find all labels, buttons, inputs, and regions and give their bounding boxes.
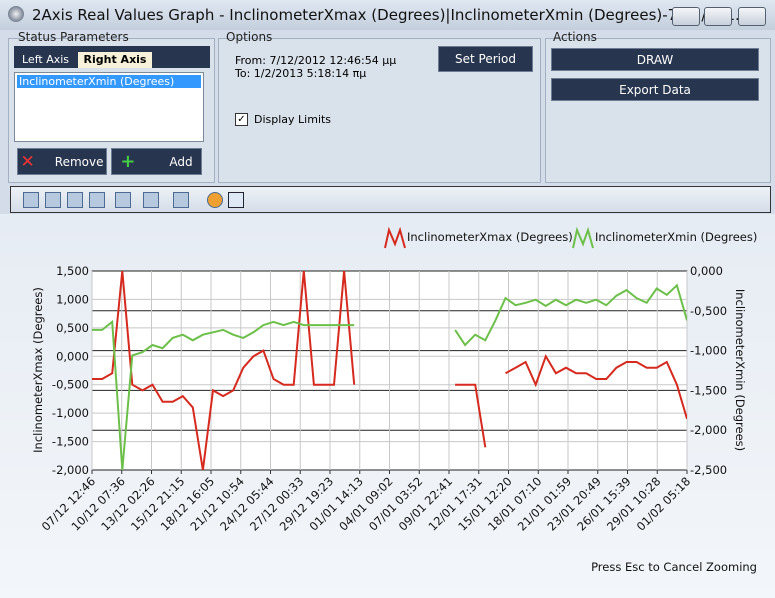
y-tick-label: 1,500 bbox=[56, 264, 89, 278]
copy-icon[interactable] bbox=[45, 192, 61, 208]
legend-label: InclinometerXmax (Degrees) bbox=[407, 230, 573, 244]
print-icon[interactable] bbox=[67, 192, 83, 208]
y2-tick-label: -1,000 bbox=[690, 344, 727, 358]
y2-tick-label: -0,500 bbox=[690, 304, 727, 318]
y-tick-label: 1,000 bbox=[56, 292, 89, 306]
legend-icon bbox=[384, 226, 406, 249]
window-title: 2Axis Real Values Graph - InclinometerXm… bbox=[32, 6, 750, 24]
series-group bbox=[92, 271, 687, 470]
list-item[interactable]: InclinometerXmin (Degrees) bbox=[17, 75, 201, 88]
y-tick-label: -2,000 bbox=[52, 463, 89, 477]
panel-title: Actions bbox=[553, 30, 597, 44]
data-table-icon[interactable] bbox=[228, 192, 244, 208]
palette-icon[interactable] bbox=[207, 192, 223, 208]
y-tick-label: -0,500 bbox=[52, 378, 89, 392]
app-icon bbox=[8, 6, 24, 22]
add-button[interactable]: + Add bbox=[111, 148, 202, 175]
list-box[interactable]: InclinometerXmin (Degrees) bbox=[14, 72, 204, 142]
y-tick-label: -1,500 bbox=[52, 435, 89, 449]
preview-icon[interactable] bbox=[89, 192, 105, 208]
tab[interactable]: Left Axis bbox=[22, 53, 70, 66]
panel-title: Options bbox=[226, 30, 273, 44]
data-line bbox=[92, 283, 687, 470]
title-bar: 2Axis Real Values Graph - InclinometerXm… bbox=[0, 0, 775, 30]
close-button[interactable] bbox=[738, 7, 766, 26]
save-icon[interactable] bbox=[23, 192, 39, 208]
panel-title: Status Parameters bbox=[18, 30, 129, 44]
y2-tick-label: 0,000 bbox=[690, 264, 723, 278]
status-text: Press Esc to Cancel Zooming bbox=[591, 560, 757, 574]
legend-icon[interactable] bbox=[143, 192, 159, 208]
to-text: To: 1/2/2013 5:18:14 πμ bbox=[235, 67, 367, 80]
button-label: Add bbox=[169, 154, 193, 169]
set-period-button[interactable]: Set Period bbox=[438, 46, 533, 72]
tab-selected[interactable]: Right Axis bbox=[78, 52, 152, 68]
legend-label: InclinometerXmin (Degrees) bbox=[595, 230, 757, 244]
y-tick-label: 0,000 bbox=[56, 349, 89, 363]
y2-tick-label: -1,500 bbox=[690, 383, 727, 397]
y-tick-label: 0,500 bbox=[56, 321, 89, 335]
grid-icon[interactable] bbox=[115, 192, 131, 208]
draw-button[interactable]: DRAW bbox=[551, 48, 759, 71]
y2-tick-label: -2,000 bbox=[690, 423, 727, 437]
remove-button[interactable]: ✕ Remove bbox=[17, 148, 107, 175]
y2-axis-title: InclinometerXmin (Degrees) bbox=[733, 289, 747, 451]
y2-tick-label: -2,500 bbox=[690, 463, 727, 477]
y-axis-title: InclinometerXmax (Degrees) bbox=[31, 287, 45, 453]
toolbar bbox=[10, 186, 771, 213]
checkbox[interactable]: ✓ bbox=[235, 113, 248, 126]
y-tick-label: -1,000 bbox=[52, 406, 89, 420]
data-line bbox=[92, 271, 687, 470]
button-label: Remove bbox=[54, 154, 104, 169]
from-text: From: 7/12/2012 12:46:54 μμ bbox=[235, 54, 397, 67]
maximize-button[interactable] bbox=[704, 7, 732, 26]
legend-icon bbox=[572, 226, 594, 249]
chart-type-icon[interactable] bbox=[173, 192, 189, 208]
checkbox-label: Display Limits bbox=[254, 113, 332, 126]
minimize-button[interactable] bbox=[672, 7, 700, 26]
chart: InclinometerXmax (Degrees) InclinometerX… bbox=[0, 214, 775, 598]
export-button[interactable]: Export Data bbox=[551, 78, 759, 101]
